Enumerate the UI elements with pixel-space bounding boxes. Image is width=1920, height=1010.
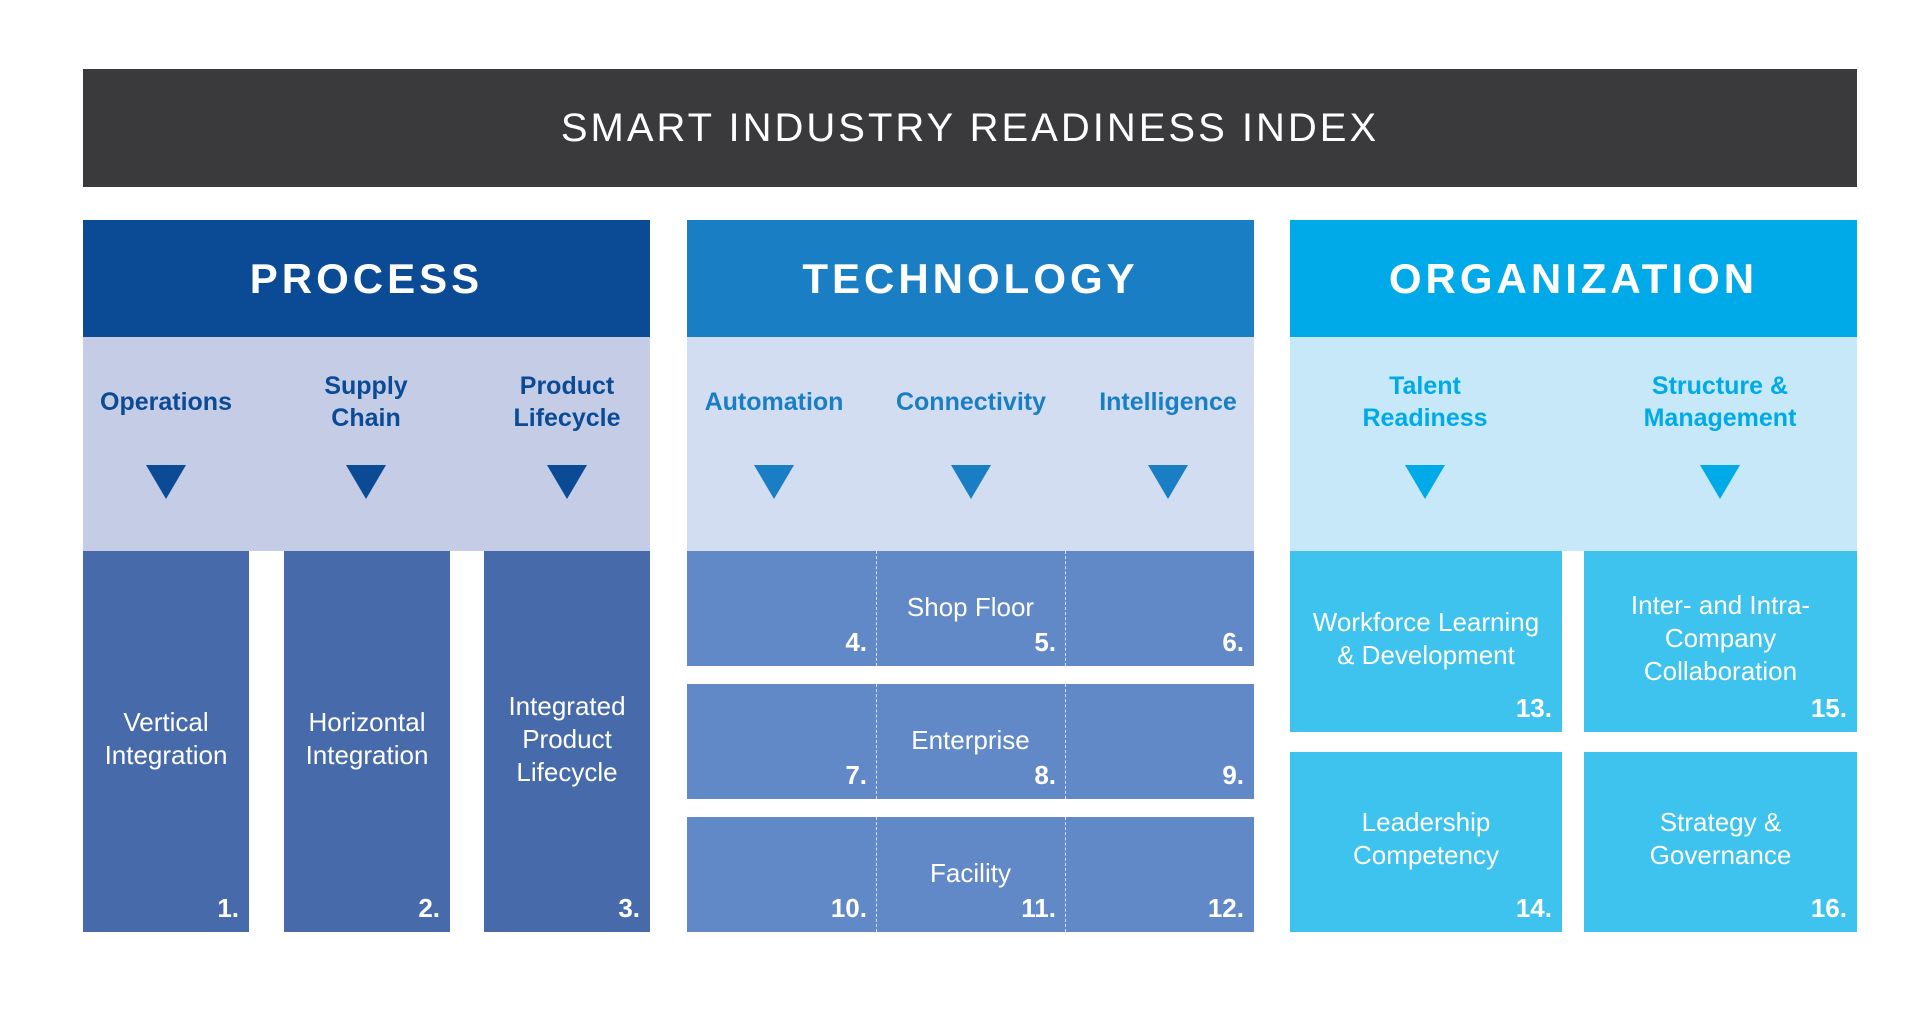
organization-title: ORGANIZATION (1388, 254, 1759, 302)
dimension-product-lifecycle: Product Lifecycle (467, 370, 667, 499)
area-number: 7. (845, 760, 867, 790)
area-label: Strategy & Governance (1649, 807, 1792, 870)
column-divider (1065, 817, 1066, 932)
area-number: 16. (1810, 893, 1847, 923)
technology-title: TECHNOLOGY (802, 254, 1139, 302)
organization-dimension-band (1290, 337, 1857, 551)
row-label: Enterprise (911, 725, 1030, 755)
dimension-label: Structure & Management (1643, 372, 1797, 432)
down-arrow-icon (1405, 465, 1445, 499)
area-number: 12. (1207, 893, 1244, 923)
area-box-16: Strategy & Governance 16. (1584, 752, 1857, 932)
row-label: Facility (930, 858, 1011, 888)
area-number: 13. (1515, 693, 1552, 723)
down-arrow-icon (146, 465, 186, 499)
dimension-label: Operations (100, 388, 232, 416)
down-arrow-icon (951, 465, 991, 499)
area-box-2: Horizontal Integration 2. (284, 551, 450, 932)
down-arrow-icon (547, 465, 587, 499)
area-box-3: Integrated Product Lifecycle 3. (484, 551, 650, 932)
technology-header: TECHNOLOGY (687, 220, 1254, 337)
column-divider (1065, 551, 1066, 666)
dimension-automation: Automation (674, 370, 874, 499)
area-number: 10. (830, 893, 867, 923)
dimension-supply-chain: Supply Chain (266, 370, 466, 499)
area-label: Workforce Learning & Development (1312, 607, 1540, 670)
down-arrow-icon (1700, 465, 1740, 499)
dimension-talent-readiness: Talent Readiness (1325, 370, 1525, 499)
area-label: Integrated Product Lifecycle (508, 691, 626, 787)
area-number: 4. (845, 627, 867, 657)
area-box-13: Workforce Learning & Development 13. (1290, 551, 1562, 732)
area-box-14: Leadership Competency 14. (1290, 752, 1562, 932)
area-number: 1. (217, 893, 239, 923)
dimension-label: Automation (704, 388, 844, 416)
column-divider (1065, 684, 1066, 799)
process-header: PROCESS (83, 220, 650, 337)
area-box-15: Inter- and Intra- Company Collaboration … (1584, 551, 1857, 732)
area-number: 3. (618, 893, 640, 923)
area-number: 11. (1021, 893, 1056, 923)
dimension-label: Intelligence (1099, 388, 1237, 416)
area-label: Inter- and Intra- Company Collaboration (1630, 590, 1811, 686)
title-bar: SMART INDUSTRY READINESS INDEX (83, 69, 1857, 187)
dimension-intelligence: Intelligence (1068, 370, 1268, 499)
tech-row-facility: Facility 10. 11. 12. (687, 817, 1254, 932)
dimension-label: Product Lifecycle (513, 372, 621, 432)
row-label: Shop Floor (906, 592, 1035, 622)
area-number: 2. (418, 893, 440, 923)
column-divider (876, 551, 877, 666)
area-box-1: Vertical Integration 1. (83, 551, 249, 932)
area-label: Horizontal Integration (305, 707, 429, 770)
area-number: 6. (1222, 627, 1244, 657)
down-arrow-icon (346, 465, 386, 499)
dimension-structure-management: Structure & Management (1620, 370, 1820, 499)
area-label: Vertical Integration (104, 707, 228, 770)
column-divider (876, 817, 877, 932)
organization-header: ORGANIZATION (1290, 220, 1857, 337)
area-number: 14. (1515, 893, 1552, 923)
down-arrow-icon (754, 465, 794, 499)
dimension-label: Supply Chain (324, 372, 408, 432)
area-label: Leadership Competency (1353, 807, 1499, 870)
process-dimension-band (83, 337, 650, 551)
process-title: PROCESS (249, 254, 484, 302)
tech-row-enterprise: Enterprise 7. 8. 9. (687, 684, 1254, 799)
dimension-label: Connectivity (895, 388, 1047, 416)
column-divider (876, 684, 877, 799)
area-number: 5. (1034, 627, 1056, 657)
down-arrow-icon (1148, 465, 1188, 499)
page-title: SMART INDUSTRY READINESS INDEX (560, 105, 1380, 150)
area-number: 9. (1222, 760, 1244, 790)
tech-row-shop-floor: Shop Floor 4. 5. 6. (687, 551, 1254, 666)
dimension-operations: Operations (66, 370, 266, 499)
dimension-label: Talent Readiness (1362, 372, 1488, 432)
area-number: 15. (1810, 693, 1847, 723)
area-number: 8. (1034, 760, 1056, 790)
dimension-connectivity: Connectivity (871, 370, 1071, 499)
technology-dimension-band (687, 337, 1254, 551)
